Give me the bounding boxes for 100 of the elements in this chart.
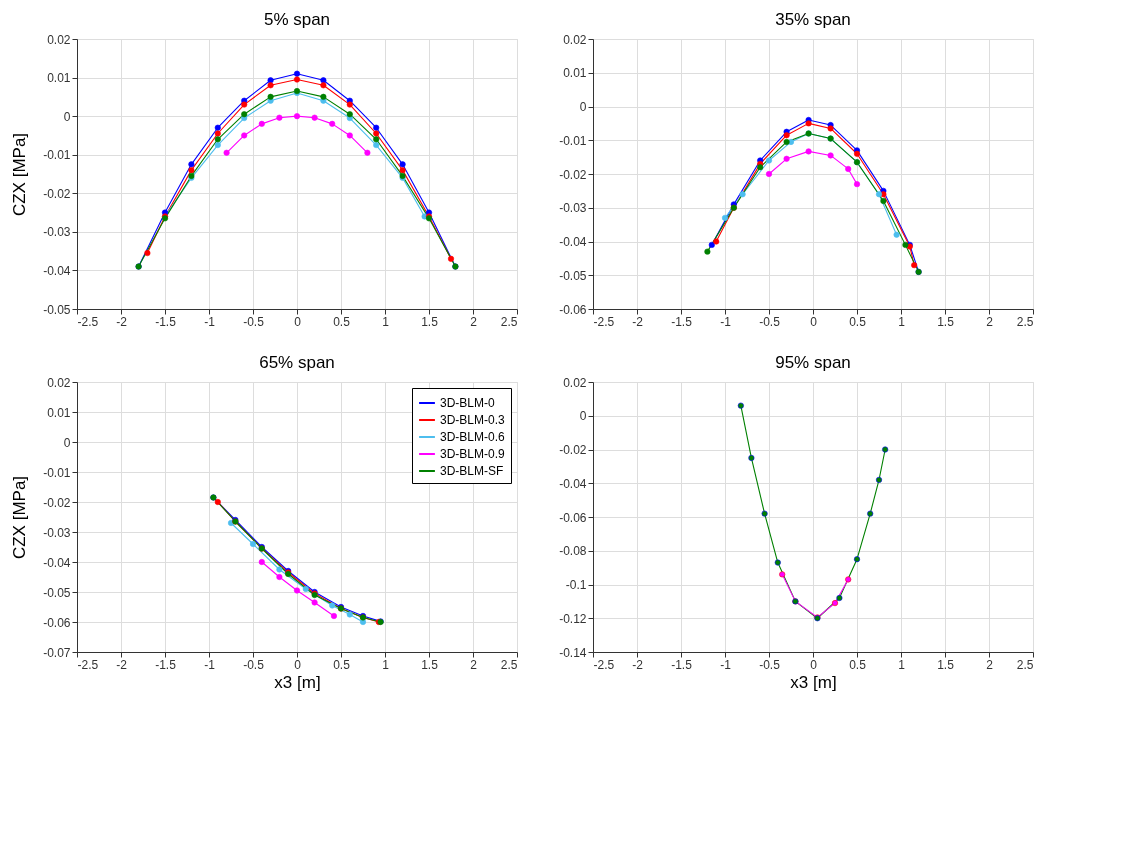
point xyxy=(748,454,755,461)
point xyxy=(373,130,380,137)
point xyxy=(893,231,900,238)
y-tick-label: -0.04 xyxy=(559,235,587,249)
x-tick-label: -2 xyxy=(632,314,644,329)
point xyxy=(880,191,887,198)
legend-label: 3D-BLM-0 xyxy=(440,396,496,410)
point xyxy=(882,446,889,453)
y-axis-title: CZX [MPa] xyxy=(10,475,30,560)
point xyxy=(258,120,265,127)
point xyxy=(276,566,283,573)
point xyxy=(853,556,861,563)
y-axis-title: CZX [MPa] xyxy=(10,132,30,217)
point xyxy=(779,571,786,578)
point xyxy=(311,599,318,606)
y-tick-label: -0.04 xyxy=(559,476,587,491)
point xyxy=(827,152,834,159)
point xyxy=(831,600,839,607)
chart-title: 5% span xyxy=(263,10,331,29)
point xyxy=(867,510,874,517)
x-tick-label: 0 xyxy=(294,314,302,329)
point xyxy=(293,76,301,83)
y-tick-label: 0.02 xyxy=(563,32,587,47)
point xyxy=(346,132,353,139)
x-tick-label: 2 xyxy=(470,314,478,329)
point xyxy=(311,114,318,121)
point xyxy=(739,191,746,198)
point xyxy=(267,93,274,100)
x-tick-label: -1.5 xyxy=(155,657,177,672)
point xyxy=(276,114,283,121)
y-tick-label: 0 xyxy=(63,109,71,124)
point xyxy=(783,132,790,139)
legend-label: 3D-BLM-0.3 xyxy=(440,413,506,427)
y-tick-label: -0.04 xyxy=(43,263,71,278)
point xyxy=(373,142,380,149)
point xyxy=(188,161,195,168)
y-tick-label: -0.01 xyxy=(43,148,71,163)
y-tick-label: 0 xyxy=(579,100,587,114)
x-tick-label: 2.5 xyxy=(500,657,518,672)
point xyxy=(704,248,711,255)
legend-label: 3D-BLM-0.9 xyxy=(440,447,506,461)
y-tick-label: 0 xyxy=(63,435,71,450)
point xyxy=(836,594,843,602)
point xyxy=(737,402,744,409)
y-tick-label: -0.03 xyxy=(559,201,587,216)
point xyxy=(144,250,151,257)
point xyxy=(421,213,428,220)
chart-title: 95% span xyxy=(775,353,851,372)
x-tick-label: -0.5 xyxy=(759,657,781,672)
x-tick-label: 2 xyxy=(986,657,994,672)
x-tick-label: -1.5 xyxy=(671,314,693,329)
point xyxy=(805,120,812,127)
x-tick-label: 1.5 xyxy=(421,314,439,329)
y-tick-label: -0.12 xyxy=(559,611,587,626)
x-tick-label: -0.5 xyxy=(759,314,781,329)
x-tick-label: -2.5 xyxy=(593,314,615,329)
point xyxy=(359,618,367,626)
point xyxy=(853,181,861,188)
x-tick-label: -2.5 xyxy=(77,314,99,329)
point xyxy=(188,167,195,174)
y-tick-label: -0.05 xyxy=(43,585,71,600)
y-tick-label: -0.02 xyxy=(559,443,587,457)
point xyxy=(258,558,265,566)
x-tick-label: 1 xyxy=(898,314,906,329)
x-tick-label: -2 xyxy=(632,657,644,672)
point xyxy=(249,540,257,548)
point xyxy=(721,214,729,221)
y-tick-label: 0 xyxy=(579,409,587,424)
y-tick-label: -0.1 xyxy=(565,578,587,592)
x-tick-label: 0 xyxy=(810,314,818,329)
point xyxy=(241,111,248,118)
x-tick-label: -1 xyxy=(204,657,216,672)
point xyxy=(227,519,235,527)
y-tick-label: -0.07 xyxy=(43,645,71,660)
point xyxy=(875,476,883,483)
x-tick-label: 1.5 xyxy=(937,657,955,672)
point xyxy=(214,498,221,506)
x-axis-title: x3 [m] xyxy=(790,672,837,692)
x-tick-label: -2.5 xyxy=(593,657,615,672)
point xyxy=(783,155,790,162)
legend-label: 3D-BLM-SF xyxy=(440,464,504,478)
x-tick-label: 1.5 xyxy=(937,314,955,329)
point xyxy=(214,124,221,131)
y-tick-label: -0.01 xyxy=(559,133,587,148)
x-tick-label: -0.5 xyxy=(243,314,265,329)
y-tick-label: -0.04 xyxy=(43,555,71,570)
point xyxy=(293,113,301,120)
x-tick-label: 2 xyxy=(470,657,478,672)
x-tick-label: -1.5 xyxy=(671,657,693,672)
point xyxy=(329,602,336,609)
legend-label: 3D-BLM-0.6 xyxy=(440,430,506,444)
y-tick-label: -0.02 xyxy=(43,186,71,201)
point xyxy=(761,510,768,517)
point xyxy=(765,157,773,164)
x-tick-label: 1 xyxy=(898,657,906,672)
x-tick-label: -1.5 xyxy=(155,314,177,329)
point xyxy=(447,255,455,262)
point xyxy=(276,573,283,581)
point xyxy=(783,138,790,145)
x-tick-label: 1 xyxy=(382,657,390,672)
